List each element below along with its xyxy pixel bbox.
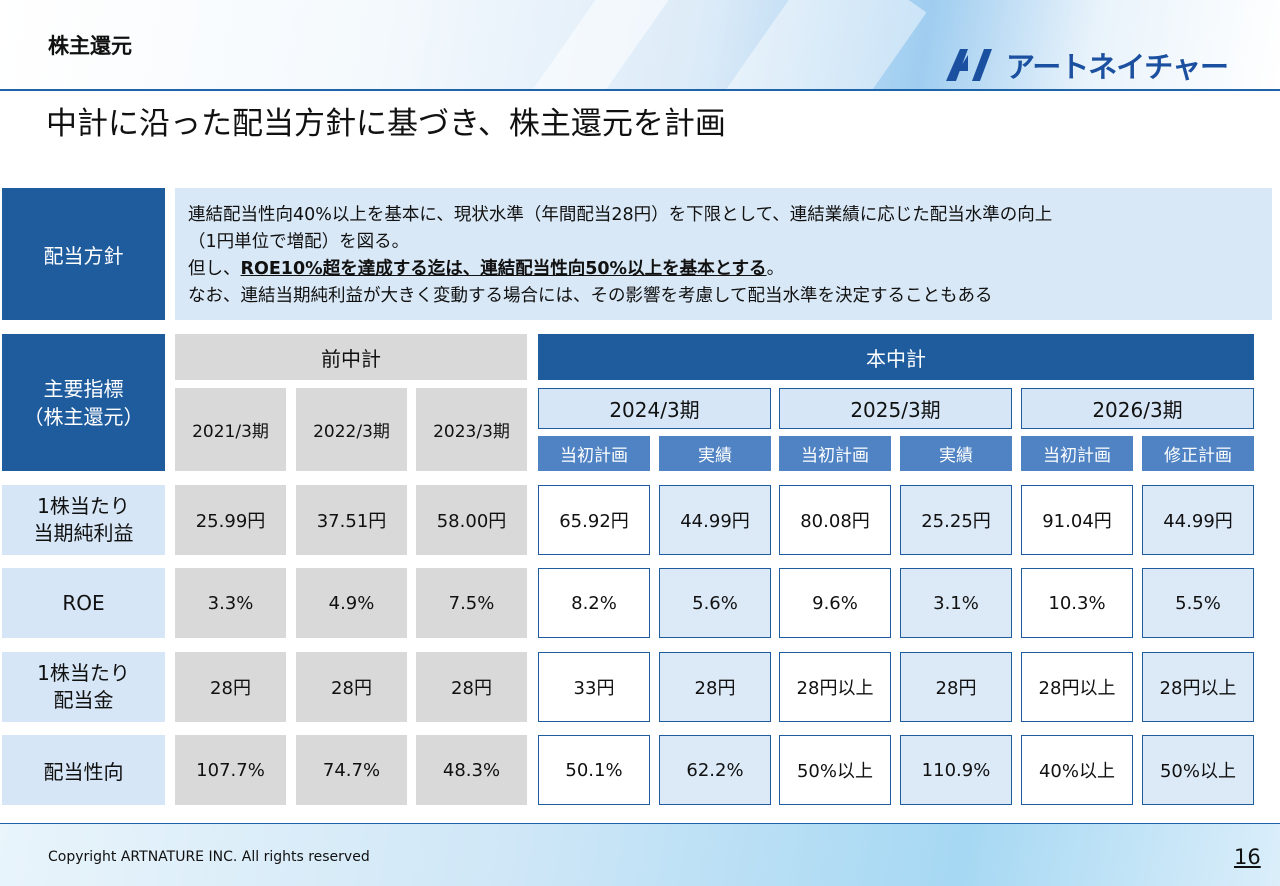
table-cell: 10.3%: [1021, 568, 1133, 638]
policy-line: なお、連結当期純利益が大きく変動する場合には、その影響を考慮して配当水準を決定す…: [188, 286, 993, 306]
logo-mark-icon: [946, 49, 992, 81]
header-streak: [713, 0, 927, 90]
header-band: [0, 0, 1280, 90]
table-cell: 40%以上: [1021, 735, 1133, 805]
table-cell: 3.3%: [175, 568, 286, 638]
page-title: 中計に沿った配当方針に基づき、株主還元を計画: [46, 106, 726, 142]
table-cell: 110.9%: [900, 735, 1012, 805]
table-cell: 33円: [538, 652, 650, 722]
policy-line-suffix: 。: [766, 259, 785, 279]
table-cell: 28円: [296, 652, 407, 722]
table-cell: 25.99円: [175, 485, 286, 555]
table-cell: 74.7%: [296, 735, 407, 805]
prev-year-header: 2021/3期: [175, 388, 286, 471]
table-cell: 91.04円: [1021, 485, 1133, 555]
curr-year-header: 2026/3期: [1021, 388, 1254, 429]
table-cell: 5.5%: [1142, 568, 1254, 638]
sub-header: 修正計画: [1142, 436, 1254, 471]
table-cell: 28円: [416, 652, 527, 722]
policy-label: 配当方針: [2, 188, 165, 320]
page-number: 16: [1234, 845, 1261, 869]
prev-plan-header: 前中計: [175, 334, 527, 380]
table-cell: 80.08円: [779, 485, 891, 555]
policy-line: 但し、ROE10%超を達成する迄は、連結配当性向50%以上を基本とする。: [188, 256, 1272, 283]
table-cell: 44.99円: [659, 485, 771, 555]
table-cell: 62.2%: [659, 735, 771, 805]
table-cell: 37.51円: [296, 485, 407, 555]
row-label-dps: 1株当たり 配当金: [2, 652, 165, 722]
table-cell: 48.3%: [416, 735, 527, 805]
row-label-eps: 1株当たり 当期純利益: [2, 485, 165, 555]
table-cell: 50%以上: [779, 735, 891, 805]
table-corner-label: 主要指標 （株主還元）: [2, 334, 165, 471]
table-cell: 9.6%: [779, 568, 891, 638]
table-cell: 50.1%: [538, 735, 650, 805]
table-cell: 28円以上: [1021, 652, 1133, 722]
table-cell: 25.25円: [900, 485, 1012, 555]
sub-header: 実績: [659, 436, 771, 471]
row-label-roe: ROE: [2, 568, 165, 638]
company-logo: アートネイチャー: [944, 46, 1229, 84]
table-cell: 7.5%: [416, 568, 527, 638]
table-cell: 28円: [175, 652, 286, 722]
table-cell: 28円: [659, 652, 771, 722]
table-cell: 28円: [900, 652, 1012, 722]
sub-header: 実績: [900, 436, 1012, 471]
sub-header: 当初計画: [779, 436, 891, 471]
table-cell: 65.92円: [538, 485, 650, 555]
row-label-payout: 配当性向: [2, 735, 165, 805]
curr-plan-header: 本中計: [538, 334, 1254, 380]
table-cell: 28円以上: [1142, 652, 1254, 722]
table-cell: 107.7%: [175, 735, 286, 805]
table-cell: 8.2%: [538, 568, 650, 638]
header-divider: [0, 89, 1280, 91]
table-cell: 4.9%: [296, 568, 407, 638]
sub-header: 当初計画: [538, 436, 650, 471]
table-cell: 44.99円: [1142, 485, 1254, 555]
table-cell: 5.6%: [659, 568, 771, 638]
curr-year-header: 2024/3期: [538, 388, 771, 429]
prev-year-header: 2023/3期: [416, 388, 527, 471]
policy-line: （1円単位で増配）を図る。: [188, 232, 410, 252]
curr-year-header: 2025/3期: [779, 388, 1012, 429]
section-label: 株主還元: [48, 34, 132, 58]
copyright-text: Copyright ARTNATURE INC. All rights rese…: [48, 849, 370, 865]
policy-line: 連結配当性向40%以上を基本に、現状水準（年間配当28円）を下限として、連結業績…: [188, 205, 1053, 225]
footer-band: [0, 824, 1280, 886]
policy-emphasis: ROE10%超を達成する迄は、連結配当性向50%以上を基本とする: [240, 259, 767, 279]
table-cell: 50%以上: [1142, 735, 1254, 805]
logo-text: アートネイチャー: [1006, 50, 1229, 84]
header-streak: [508, 0, 672, 90]
policy-text: 連結配当性向40%以上を基本に、現状水準（年間配当28円）を下限として、連結業績…: [175, 188, 1272, 320]
policy-line-prefix: 但し、: [188, 259, 241, 279]
prev-year-header: 2022/3期: [296, 388, 407, 471]
sub-header: 当初計画: [1021, 436, 1133, 471]
table-cell: 58.00円: [416, 485, 527, 555]
table-cell: 28円以上: [779, 652, 891, 722]
table-cell: 3.1%: [900, 568, 1012, 638]
